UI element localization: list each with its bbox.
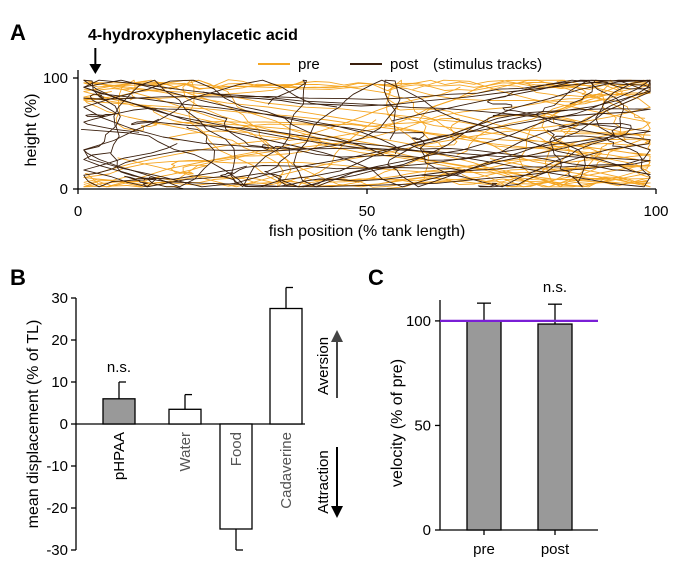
aversion-label: Aversion <box>315 337 332 395</box>
panel-b-letter: B <box>10 265 26 290</box>
x-tick-label-post: post <box>541 541 570 558</box>
panel-c-ylabel: velocity (% of pre) <box>389 359 406 487</box>
bar-pre <box>466 320 502 531</box>
category-label-water: Water <box>177 432 194 471</box>
x-tick-label: 50 <box>359 203 376 220</box>
category-label-phpaa: pHPAA <box>111 432 128 480</box>
trajectory-path <box>83 79 651 161</box>
trajectory-path <box>115 79 461 148</box>
y-tick-label: 30 <box>51 290 68 307</box>
panel-c-letter: C <box>368 265 384 290</box>
trajectory-path <box>117 79 651 188</box>
trajectory-path <box>207 83 651 188</box>
axes-b: 30 20 10 0 -10 -20 -30 <box>46 290 305 559</box>
bar-post <box>537 323 573 531</box>
trajectory-path <box>83 180 648 188</box>
trajectory-path <box>83 130 651 188</box>
trajectory-path <box>83 79 651 188</box>
category-label-food: Food <box>228 432 245 466</box>
y-tick-label: 0 <box>60 181 68 198</box>
y-tick-label: 10 <box>51 374 68 391</box>
bar-phpaa <box>102 398 136 425</box>
trajectory-path <box>293 79 651 188</box>
aversion-indicator: Aversion <box>315 330 343 398</box>
panel-a-xlabel: fish position (% tank length) <box>269 223 466 240</box>
y-tick-label: 50 <box>414 417 431 434</box>
trajectory-path <box>477 79 651 188</box>
trajectory-path <box>385 79 651 189</box>
panel-a-title: 4-hydroxyphenylacetic acid <box>88 27 298 44</box>
trajectory-path <box>81 79 651 188</box>
trajectory-path <box>83 79 307 188</box>
trajectory-path <box>83 79 606 188</box>
trajectory-path <box>83 79 651 188</box>
legend-pre-label: pre <box>298 56 320 73</box>
y-tick-label: 0 <box>423 522 431 539</box>
bar-food <box>219 423 253 530</box>
bar-water <box>168 408 202 425</box>
trajectory-path <box>83 79 632 188</box>
trajectory-path <box>85 79 651 188</box>
y-tick-label: -10 <box>46 458 68 475</box>
bar-cadaverine <box>269 307 303 425</box>
trajectory-tracks <box>81 79 651 190</box>
ticks-a: 0 50 100 0 100 <box>43 70 669 220</box>
attraction-indicator: Attraction <box>315 447 343 518</box>
legend-suffix: (stimulus tracks) <box>433 56 542 73</box>
trajectory-path <box>131 118 651 188</box>
stimulus-arrow <box>89 48 102 74</box>
legend-a: pre post (stimulus tracks) <box>258 56 542 73</box>
ns-annotation-c: n.s. <box>543 279 567 296</box>
attraction-label: Attraction <box>315 450 332 513</box>
x-tick-label: 100 <box>643 203 668 220</box>
trajectory-path <box>83 79 651 118</box>
category-label-cadaverine: Cadaverine <box>278 432 295 509</box>
panel-a-ylabel: height (%) <box>23 94 40 167</box>
y-tick-label: 100 <box>43 70 68 87</box>
x-tick-label-pre: pre <box>473 541 495 558</box>
y-tick-label: 100 <box>406 313 431 330</box>
y-tick-label: -30 <box>46 542 68 559</box>
panel-a-letter: A <box>10 20 26 45</box>
bars-b <box>102 286 303 551</box>
trajectory-path <box>83 79 401 188</box>
x-tick-label: 0 <box>74 203 82 220</box>
y-tick-label: 0 <box>60 416 68 433</box>
labels-b: pHPAA Water Food Cadaverine n.s. <box>107 359 295 509</box>
bars-c: pre post n.s. <box>440 279 598 558</box>
y-tick-label: 20 <box>51 332 68 349</box>
y-tick-label: -20 <box>46 500 68 517</box>
ns-annotation-b: n.s. <box>107 359 131 376</box>
panel-b-ylabel: mean displacement (% of TL) <box>25 320 42 529</box>
axes-c: 0 50 100 <box>406 300 598 539</box>
legend-post-label: post <box>390 56 419 73</box>
